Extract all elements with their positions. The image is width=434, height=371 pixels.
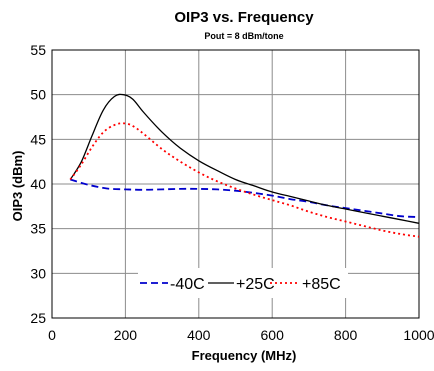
x-tick-label: 400 <box>187 327 211 343</box>
y-tick-label: 40 <box>30 176 46 192</box>
x-tick-label: 1000 <box>403 327 434 343</box>
x-tick-label: 200 <box>114 327 138 343</box>
legend-box <box>138 268 348 298</box>
plot-area-border <box>51 49 420 319</box>
series-lines <box>69 93 420 238</box>
y-axis-label: OIP3 (dBm) <box>10 151 25 222</box>
x-tick-label: 600 <box>261 327 285 343</box>
y-tick-label: 30 <box>30 265 46 281</box>
y-tick-label: 55 <box>30 42 46 58</box>
chart-title: OIP3 vs. Frequency <box>174 9 314 26</box>
y-tick-label: 35 <box>30 221 46 237</box>
x-axis-label: Frequency (MHz) <box>192 348 297 363</box>
x-axis-ticks: 0 200 400 600 800 1000 <box>48 327 434 343</box>
series-line-25C <box>69 93 420 224</box>
series-line-40C <box>70 178 420 218</box>
y-tick-label: 45 <box>30 131 46 147</box>
legend-label: +25C <box>236 276 275 293</box>
chart-legend: -40C +25C +85C <box>138 268 348 298</box>
y-tick-label: 25 <box>30 310 46 326</box>
legend-label: -40C <box>170 276 205 293</box>
y-axis-ticks: 25 30 35 40 45 50 55 <box>30 42 46 326</box>
legend-label: +85C <box>302 276 341 293</box>
series-line-85C <box>69 122 420 238</box>
chart-subtitle: Pout = 8 dBm/tone <box>204 31 283 41</box>
x-tick-label: 800 <box>334 327 358 343</box>
x-tick-label: 0 <box>48 327 56 343</box>
y-tick-label: 50 <box>30 87 46 103</box>
